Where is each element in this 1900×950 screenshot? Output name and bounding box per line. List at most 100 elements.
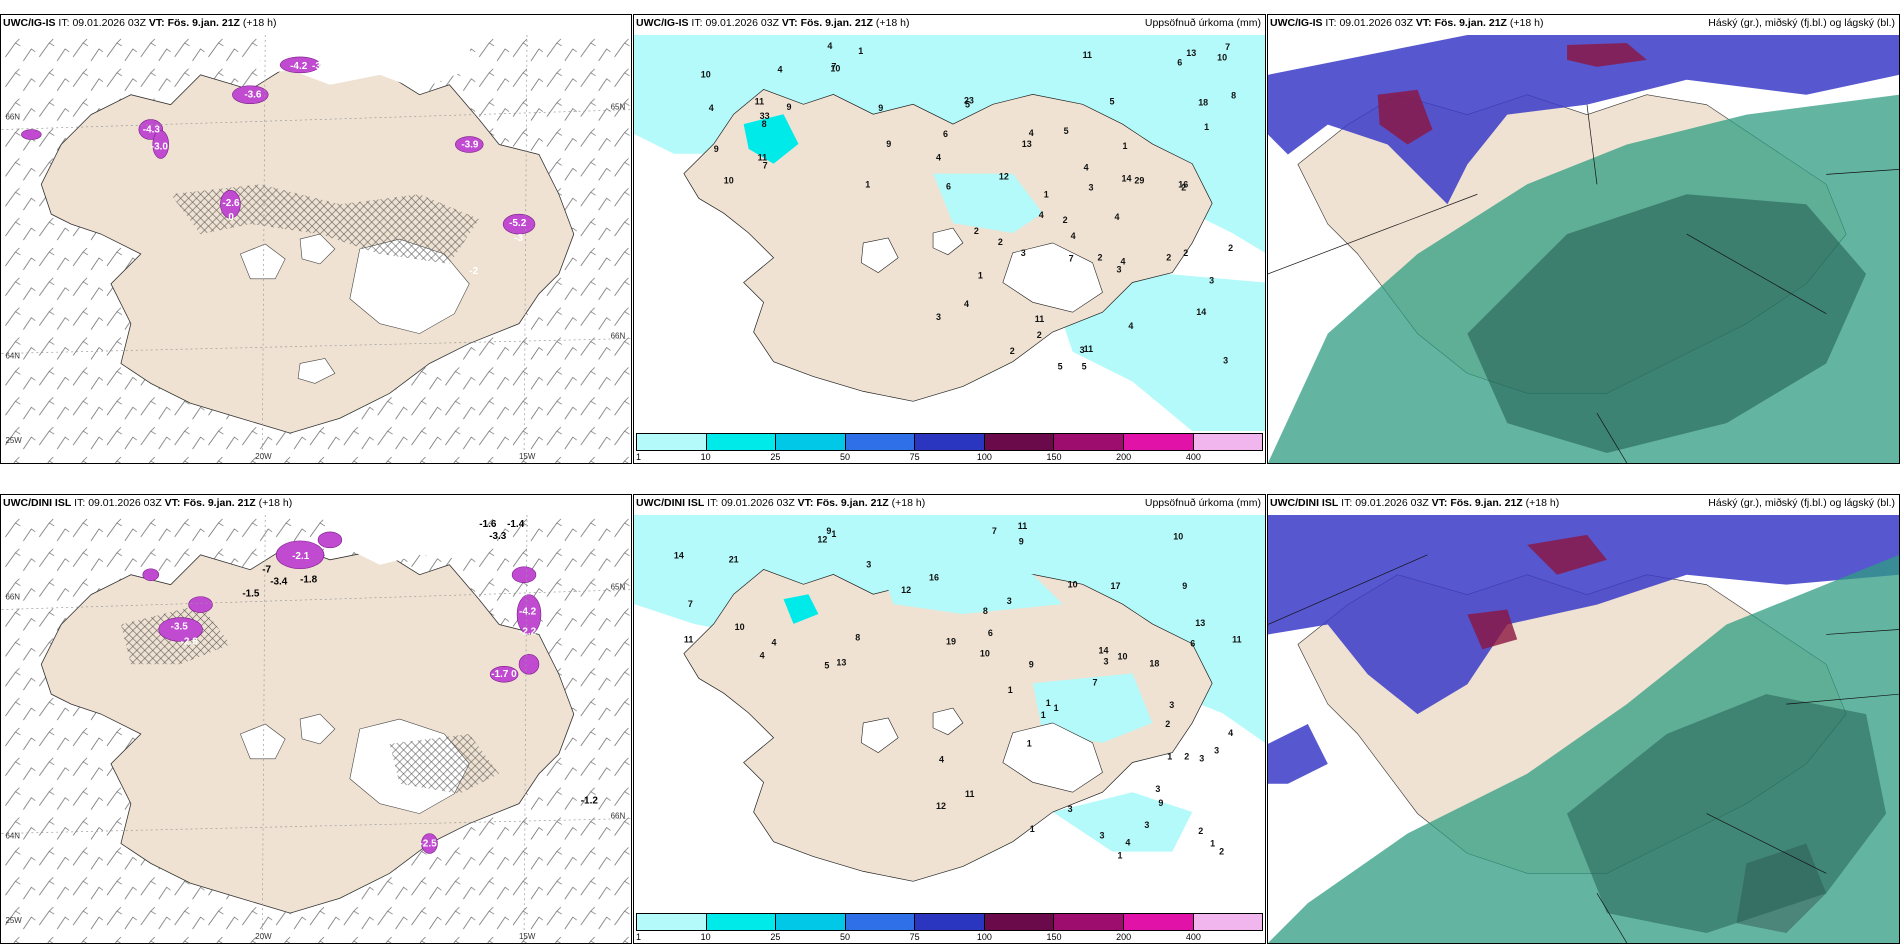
precip-value: 3 — [1144, 820, 1149, 830]
panel-header: UWC/DINI ISL IT: 09.01.2026 03Z VT: Fös.… — [1270, 497, 1560, 509]
colorbar-swatches — [636, 433, 1263, 451]
init-time: 09.01.2026 03Z — [721, 497, 795, 509]
precip-value: 1 — [1117, 851, 1122, 861]
svg-text:-2: -2 — [469, 266, 478, 277]
high-cloud — [1527, 534, 1607, 575]
precip-value: 19 — [946, 637, 956, 647]
temp-labels: -3.6 -4.2 -3.0 -4.3 -3.0 -3.9 -2.6 0 -5.… — [143, 61, 527, 277]
precip-value: 4 — [1120, 257, 1125, 267]
precip-value: 12 — [999, 172, 1009, 182]
precip-value: 9 — [878, 103, 883, 113]
svg-text:-3: -3 — [514, 233, 523, 244]
map-area[interactable]: 13 6 6 10 33 9 4 7 8 5 11 8 12 9 5 4 10 14 1 6 7 13 16 23 18 5 4 10… — [634, 35, 1265, 431]
precip-heavy — [783, 594, 819, 624]
lat-label: 66N — [5, 593, 20, 602]
precip-value: 6 — [1190, 639, 1195, 649]
precip-value: 6 — [946, 181, 951, 191]
precip-value: 7 — [1225, 42, 1230, 52]
init-time: 09.01.2026 03Z — [1339, 17, 1413, 29]
precip-value: 4 — [1125, 838, 1130, 848]
colorbar-swatch — [1193, 914, 1263, 930]
precip-value: 1 — [1054, 703, 1059, 713]
panel-title: Háský (gr.), miðský (fj.bl.) og lágský (… — [1708, 17, 1895, 29]
precip-value: 2 — [1165, 719, 1170, 729]
map-area[interactable] — [1268, 35, 1899, 463]
precip-value: 2 — [1063, 215, 1068, 225]
precip-value: 4 — [760, 651, 765, 661]
map-borders — [1268, 104, 1899, 463]
precip-value: 9 — [714, 144, 719, 154]
precip-value: 6 — [943, 129, 948, 139]
map-area[interactable] — [1268, 515, 1899, 943]
svg-text:-3.3: -3.3 — [489, 531, 507, 542]
hatch-area — [170, 184, 480, 264]
precip-value: 2 — [1010, 346, 1015, 356]
precip-value: 3 — [866, 559, 871, 569]
colorbar-label: 150 — [1046, 452, 1062, 462]
model-name: UWC/IG-IS — [3, 17, 56, 29]
snow-cells — [142, 531, 542, 854]
colorbar-swatch — [845, 434, 916, 450]
sea-white — [260, 35, 480, 90]
precip-value: 11 — [1035, 314, 1045, 324]
iceland-map: 66N 64N 65N 66N 20W 15W 25W -1.6 -1.4 -3… — [1, 515, 631, 943]
svg-text:-5.2: -5.2 — [509, 218, 527, 229]
precip-field — [1052, 272, 1265, 431]
colorbar-swatches — [636, 913, 1263, 931]
precip-value: 4 — [1029, 128, 1034, 138]
colorbar-swatch — [984, 914, 1055, 930]
precip-value: 9 — [1019, 537, 1024, 547]
lon-label: 25W — [5, 436, 22, 445]
precip-value: 9 — [1029, 659, 1034, 669]
map-area[interactable]: 3 6 9 1 3 10 13 14 16 11 4 12 14 7 8 10 9 7 10 11 6 5 10 10 12 18… — [634, 515, 1265, 911]
sea-white — [319, 515, 500, 565]
valid-time: Fös. 9.jan. 21Z — [1450, 497, 1523, 509]
lat-label: 65N — [611, 583, 626, 592]
precip-value: 2 — [1181, 182, 1186, 192]
colorbar-swatch — [637, 434, 707, 450]
low-cloud — [1268, 724, 1328, 784]
precip-value: 2 — [1219, 847, 1224, 857]
temp-labels: -1.6 -1.4 -3.3 -2.1 -7 -3.4 -1.8 -1.5 -3… — [171, 519, 599, 850]
mid-cloud-thick — [1567, 694, 1887, 934]
colorbar-swatch — [706, 434, 777, 450]
lon-label: 25W — [5, 916, 22, 925]
colorbar-swatch — [776, 434, 846, 450]
panel-igis-clouds: UWC/IG-IS IT: 09.01.2026 03Z VT: Fös. 9.… — [1267, 14, 1900, 464]
colorbar: 1 10 25 50 75 100 150 200 400 — [636, 913, 1263, 943]
precip-value: 11 — [758, 153, 768, 163]
panel-title: Uppsöfnuð úrkoma (mm) — [1144, 17, 1261, 29]
precip-value: 3 — [1155, 784, 1160, 794]
panel-igis-precipitation: UWC/IG-IS IT: 09.01.2026 03Z VT: Fös. 9.… — [633, 14, 1266, 464]
svg-text:-3.5: -3.5 — [171, 621, 189, 632]
precip-value: 1 — [831, 529, 836, 539]
model-name: UWC/DINI ISL — [3, 497, 72, 509]
colorbar-label: 75 — [909, 452, 920, 462]
precip-value: 4 — [1084, 163, 1089, 173]
precip-value: 3 — [1223, 356, 1228, 366]
precip-value: 9 — [1182, 581, 1187, 591]
map-borders — [1268, 554, 1899, 943]
precip-value: 14 — [1196, 307, 1206, 317]
svg-text:-7: -7 — [262, 565, 271, 576]
precip-value: 13 — [1195, 618, 1205, 628]
map-area[interactable]: 66N 64N 65N 66N 20W 15W 25W -3.6 -4.2 -3… — [1, 35, 631, 463]
valid-time: Fös. 9.jan. 21Z — [800, 17, 873, 29]
graticule — [1, 35, 631, 463]
svg-text:-2.6: -2.6 — [222, 198, 240, 209]
glacier — [860, 717, 899, 753]
precip-value: 12 — [901, 585, 911, 595]
precip-value: 1 — [978, 271, 983, 281]
panel-header: UWC/DINI ISL IT: 09.01.2026 03Z VT: Fös.… — [3, 497, 293, 509]
lat-label: 66N — [611, 812, 626, 821]
model-name: UWC/DINI ISL — [636, 497, 705, 509]
map-area[interactable]: 66N 64N 65N 66N 20W 15W 25W -1.6 -1.4 -3… — [1, 515, 631, 943]
colorbar-labels: 1 10 25 50 75 100 150 200 400 — [636, 931, 1263, 943]
precip-value: 1 — [858, 46, 863, 56]
init-time: 09.01.2026 03Z — [88, 497, 162, 509]
valid-time: Fös. 9.jan. 21Z — [816, 497, 889, 509]
precip-value: 2 — [1228, 243, 1233, 253]
precip-value: 2 — [1098, 253, 1103, 263]
